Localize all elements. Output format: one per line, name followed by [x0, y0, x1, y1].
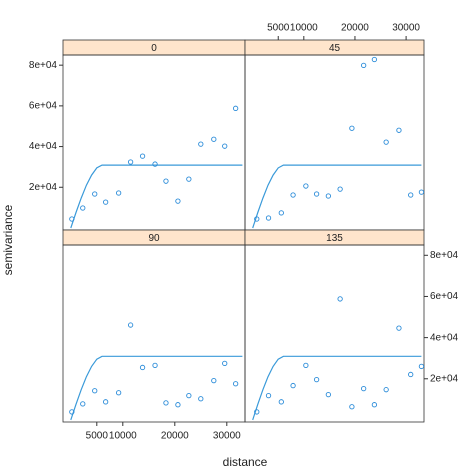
- point: [92, 191, 98, 197]
- point: [139, 364, 146, 371]
- model-line: [70, 355, 243, 421]
- point: [211, 136, 217, 142]
- point: [408, 371, 414, 378]
- x-tick-label: 30000: [392, 23, 420, 34]
- point: [313, 376, 320, 383]
- strip-label: 0: [151, 43, 157, 54]
- y-axis-label: semivariance: [1, 204, 15, 275]
- point: [265, 393, 272, 399]
- point: [175, 198, 181, 204]
- model-line: [252, 164, 422, 229]
- x-tick-label: 10000: [109, 431, 137, 442]
- point: [303, 362, 309, 369]
- point: [198, 396, 204, 402]
- point: [115, 190, 122, 196]
- point: [198, 141, 204, 147]
- point: [115, 390, 122, 396]
- point: [222, 143, 228, 149]
- panel: [62, 244, 246, 423]
- point: [186, 176, 192, 182]
- point: [254, 409, 260, 415]
- point: [349, 125, 355, 131]
- point: [325, 391, 332, 398]
- point: [186, 393, 192, 399]
- y-tick-label: 6e+04: [430, 291, 459, 302]
- point: [396, 325, 402, 331]
- point: [69, 216, 75, 222]
- panel: [244, 244, 425, 423]
- model-line: [70, 164, 243, 229]
- y-tick-label: 6e+04: [29, 101, 58, 112]
- model-line: [252, 355, 422, 421]
- x-tick-label: 5000: [86, 431, 109, 442]
- x-tick-label: 5000: [267, 23, 290, 34]
- point: [265, 215, 272, 221]
- y-tick-label: 8e+04: [430, 250, 459, 261]
- point: [303, 183, 309, 189]
- y-tick-label: 2e+04: [430, 373, 459, 384]
- y-tick-label: 4e+04: [29, 141, 58, 152]
- strip-label: 90: [148, 233, 160, 244]
- point: [371, 56, 378, 63]
- point: [383, 139, 389, 145]
- point: [102, 399, 109, 405]
- point: [163, 400, 169, 406]
- point: [254, 216, 260, 222]
- point: [127, 322, 134, 328]
- point: [232, 105, 239, 111]
- x-tick-label: 30000: [213, 431, 241, 442]
- point: [337, 186, 343, 192]
- point: [152, 161, 158, 167]
- point: [371, 402, 378, 408]
- point: [175, 402, 181, 408]
- x-tick-label: 10000: [290, 23, 318, 34]
- point: [69, 409, 75, 415]
- point: [290, 192, 296, 198]
- point: [361, 62, 367, 69]
- panel: [62, 54, 246, 231]
- point: [337, 296, 343, 302]
- y-tick-label: 2e+04: [29, 182, 58, 193]
- panel: [244, 54, 425, 231]
- point: [139, 153, 146, 159]
- x-tick-label: 20000: [161, 431, 189, 442]
- y-tick-label: 4e+04: [430, 332, 459, 343]
- x-tick-label: 20000: [341, 23, 369, 34]
- strip-label: 135: [326, 233, 343, 244]
- point: [278, 399, 284, 405]
- point: [278, 210, 284, 216]
- point: [361, 386, 367, 392]
- point: [325, 193, 332, 199]
- point: [152, 362, 158, 369]
- point: [80, 401, 86, 407]
- point: [232, 381, 239, 387]
- strip-label: 45: [329, 43, 341, 54]
- point: [383, 387, 389, 393]
- point: [163, 178, 169, 184]
- point: [396, 127, 402, 133]
- point: [313, 191, 320, 197]
- point: [80, 205, 86, 211]
- point: [418, 189, 425, 195]
- point: [211, 377, 217, 384]
- x-axis-label: distance: [223, 455, 268, 469]
- point: [222, 360, 228, 366]
- point: [92, 388, 98, 394]
- point: [290, 382, 296, 389]
- y-tick-label: 8e+04: [29, 60, 58, 71]
- point: [418, 363, 425, 370]
- point: [349, 404, 355, 410]
- point: [127, 159, 134, 165]
- point: [102, 199, 109, 205]
- point: [408, 192, 414, 198]
